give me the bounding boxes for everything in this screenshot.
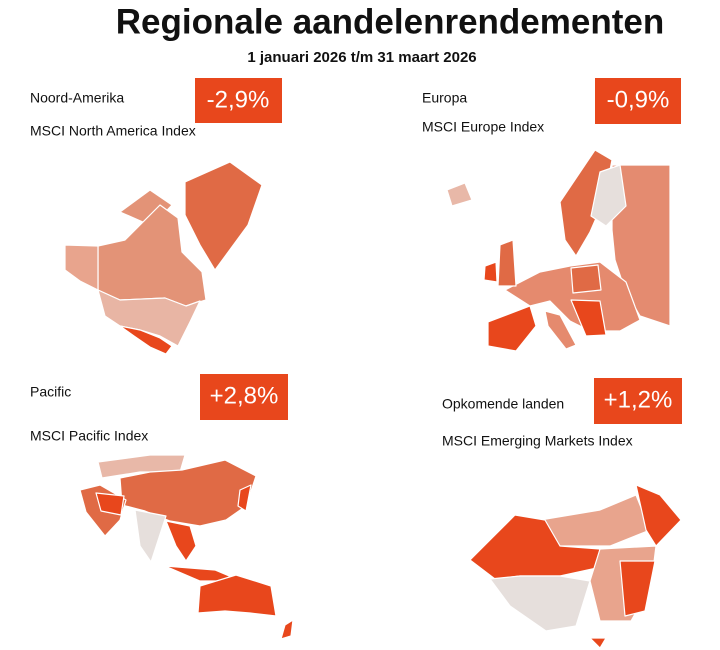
index-name: MSCI Europe Index [422, 119, 544, 135]
subtitle: 1 januari 2026 t/m 31 maart 2026 [247, 49, 476, 66]
index-name: MSCI Pacific Index [30, 428, 148, 444]
return-badge [200, 374, 288, 420]
return-value: -2,9% [207, 86, 270, 113]
return-badge [595, 78, 681, 124]
return-value: -0,9% [607, 86, 670, 113]
map-europe [446, 149, 671, 352]
map-pacific [79, 454, 294, 640]
region-name: Europa [422, 90, 467, 106]
return-badge [195, 78, 282, 123]
return-value: +2,8% [210, 382, 279, 409]
index-name: MSCI North America Index [30, 123, 196, 139]
map-emerging [469, 484, 682, 649]
region-name: Opkomende landen [442, 396, 564, 412]
region-name: Pacific [30, 384, 71, 400]
index-name: MSCI Emerging Markets Index [442, 433, 633, 449]
title: Regionale aandelenrendementen [116, 2, 664, 41]
region-name: Noord-Amerika [30, 90, 124, 106]
return-value: +1,2% [604, 386, 673, 413]
map-north-america [64, 161, 263, 355]
return-badge [594, 378, 682, 424]
